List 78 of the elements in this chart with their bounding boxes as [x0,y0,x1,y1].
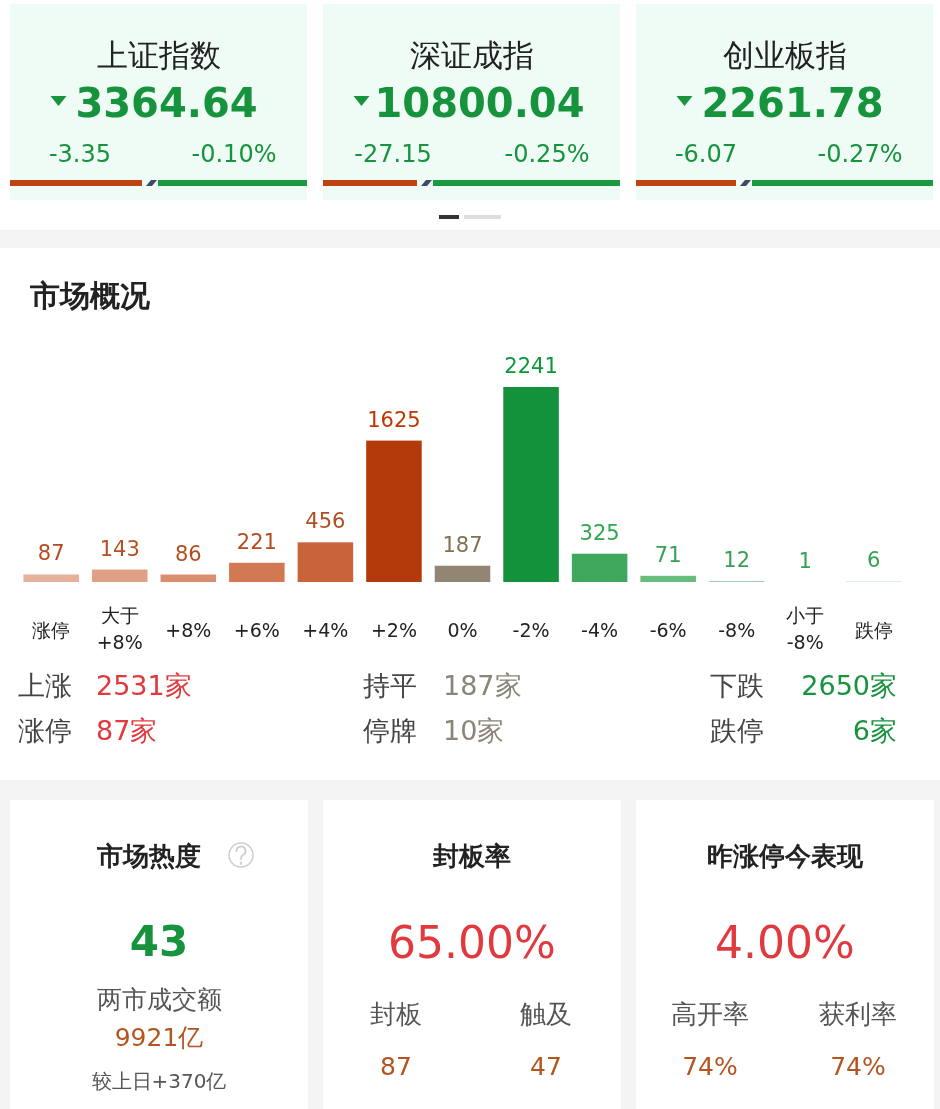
text: 持平 [363,670,417,701]
x-tick-label: 跌停 [854,619,893,641]
text: 74% [830,1052,886,1081]
text: 上涨 [18,670,72,701]
text: 65.00% [388,917,556,968]
x-tick-label: 小于 -8% [786,604,825,653]
x-tick-label: +8% [165,619,212,641]
text: 封板 [370,999,422,1029]
text: 昨涨停今表现 [707,841,864,871]
x-tick-label: +4% [302,619,349,641]
text: 上证指数 [96,37,221,73]
text: -27.15 [354,140,432,168]
bar [297,542,354,582]
text: 创业板指 [722,37,847,73]
text: 47 [530,1052,562,1081]
text: 187家 [443,670,522,701]
bar [503,387,559,582]
data-label: 87 [37,541,65,566]
text: 较上日+370亿 [91,1069,227,1093]
text: 87 [380,1052,412,1081]
chart-title: 市场概况 [29,278,151,313]
text: 市场热度 [96,841,201,871]
data-label: 221 [236,529,277,554]
text: 6家 [852,715,897,746]
x-tick-label: -6% [649,619,687,641]
bar [571,553,628,582]
bar [91,569,148,582]
text: 跌停 [710,715,764,746]
data-label: 1 [798,548,812,573]
text: -0.27% [817,140,903,168]
data-label: 187 [442,532,483,557]
x-tick-label: -8% [718,619,756,641]
data-label: 86 [174,541,202,566]
text: 10800.04 [374,80,585,126]
text: 封板率 [432,841,511,871]
data-label: 456 [305,509,346,534]
text: 9921亿 [114,1023,204,1052]
text: 两市成交额 [96,985,222,1014]
text: 涨停 [18,715,72,746]
text: 下跌 [710,670,764,701]
x-tick-label: 涨停 [32,619,71,641]
text: 触及 [520,999,572,1029]
text: 87家 [96,715,158,746]
x-tick-label: -2% [512,619,550,641]
text: 3364.64 [75,80,258,126]
text: -0.10% [191,140,277,168]
x-tick-label: +6% [233,619,280,641]
bar [434,565,491,582]
text: 高开率 [671,999,749,1029]
data-label: 143 [99,536,140,561]
data-label: 6 [867,548,881,573]
text: 获利率 [819,999,897,1029]
bar [160,574,217,582]
text: 2650家 [801,670,897,701]
x-tick-label: +2% [370,619,417,641]
x-tick-label: 大于 +8% [96,604,143,653]
text: -0.25% [504,140,590,168]
text: 深证成指 [409,37,534,73]
text: -3.35 [48,140,112,168]
text: 4.00% [715,917,855,968]
data-label: 2241 [504,354,558,378]
data-label: 71 [654,542,682,567]
bar [640,575,696,582]
text: 停牌 [363,715,417,746]
x-tick-label: -4% [581,619,619,641]
text: 2261.78 [701,80,884,126]
text: 43 [129,917,189,966]
data-label: 325 [579,520,620,545]
text: 2531家 [96,670,192,701]
text: 10家 [443,715,505,746]
text: 74% [682,1052,738,1081]
x-tick-label: 0% [447,619,478,641]
bar [229,562,285,582]
bar [23,574,79,582]
data-label: 1625 [367,407,421,432]
text: -6.07 [674,140,738,168]
data-label: 12 [723,547,751,572]
bar [366,440,422,582]
